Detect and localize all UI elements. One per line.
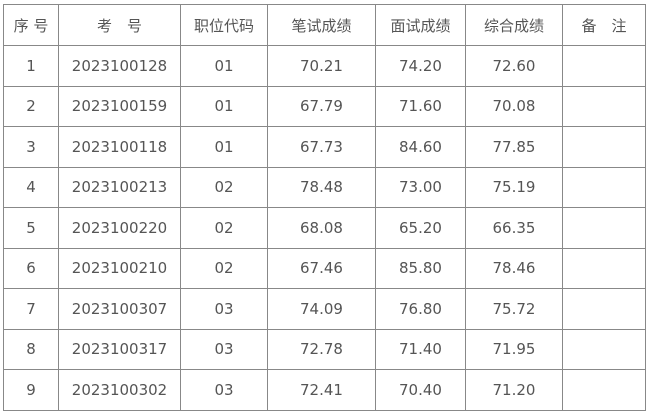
cell-written-score: 67.73 [267, 126, 376, 168]
header-position-code: 职位代码 [180, 4, 268, 46]
table-row: 5 2023100220 02 68.08 65.20 66.35 [3, 207, 646, 249]
cell-total-score: 78.46 [465, 247, 563, 289]
header-total-score: 综合成绩 [465, 4, 563, 46]
cell-total-score: 72.60 [465, 45, 563, 87]
header-interview-score: 面试成绩 [375, 4, 466, 46]
cell-interview-score: 76.80 [375, 288, 466, 330]
cell-total-score: 66.35 [465, 207, 563, 249]
table-row: 8 2023100317 03 72.78 71.40 71.95 [3, 328, 646, 370]
cell-total-score: 71.20 [465, 369, 563, 411]
cell-seq: 3 [3, 126, 59, 168]
table-row: 1 2023100128 01 70.21 74.20 72.60 [3, 45, 646, 87]
cell-exam-number: 2023100159 [58, 85, 181, 127]
cell-seq: 1 [3, 45, 59, 87]
cell-remarks [562, 328, 646, 370]
cell-written-score: 70.21 [267, 45, 376, 87]
cell-total-score: 77.85 [465, 126, 563, 168]
table-row: 2 2023100159 01 67.79 71.60 70.08 [3, 85, 646, 127]
cell-exam-number: 2023100128 [58, 45, 181, 87]
cell-interview-score: 74.20 [375, 45, 466, 87]
cell-remarks [562, 166, 646, 208]
cell-exam-number: 2023100302 [58, 369, 181, 411]
cell-seq: 2 [3, 85, 59, 127]
cell-total-score: 75.19 [465, 166, 563, 208]
cell-seq: 6 [3, 247, 59, 289]
cell-interview-score: 65.20 [375, 207, 466, 249]
cell-remarks [562, 247, 646, 289]
header-remarks: 备 注 [562, 4, 646, 46]
cell-exam-number: 2023100213 [58, 166, 181, 208]
cell-position-code: 01 [180, 126, 268, 168]
cell-exam-number: 2023100118 [58, 126, 181, 168]
cell-written-score: 72.78 [267, 328, 376, 370]
table-row: 9 2023100302 03 72.41 70.40 71.20 [3, 369, 646, 411]
cell-interview-score: 71.40 [375, 328, 466, 370]
cell-exam-number: 2023100220 [58, 207, 181, 249]
cell-written-score: 68.08 [267, 207, 376, 249]
cell-exam-number: 2023100210 [58, 247, 181, 289]
cell-position-code: 03 [180, 328, 268, 370]
cell-written-score: 78.48 [267, 166, 376, 208]
table-row: 3 2023100118 01 67.73 84.60 77.85 [3, 126, 646, 168]
cell-written-score: 72.41 [267, 369, 376, 411]
cell-seq: 4 [3, 166, 59, 208]
header-exam-number: 考 号 [58, 4, 181, 46]
cell-remarks [562, 45, 646, 87]
cell-position-code: 02 [180, 247, 268, 289]
cell-written-score: 67.79 [267, 85, 376, 127]
table-row: 7 2023100307 03 74.09 76.80 75.72 [3, 288, 646, 330]
cell-total-score: 70.08 [465, 85, 563, 127]
table-row: 4 2023100213 02 78.48 73.00 75.19 [3, 166, 646, 208]
cell-position-code: 03 [180, 369, 268, 411]
cell-seq: 9 [3, 369, 59, 411]
cell-position-code: 02 [180, 207, 268, 249]
cell-written-score: 67.46 [267, 247, 376, 289]
cell-exam-number: 2023100307 [58, 288, 181, 330]
header-row: 序 号考 号职位代码 笔试成绩 面试成绩 综合成绩备 注 [3, 4, 646, 46]
cell-interview-score: 71.60 [375, 85, 466, 127]
cell-position-code: 01 [180, 85, 268, 127]
cell-total-score: 75.72 [465, 288, 563, 330]
cell-remarks [562, 126, 646, 168]
cell-seq: 5 [3, 207, 59, 249]
score-table: 序 号考 号职位代码 笔试成绩 面试成绩 综合成绩备 注 1 2023100128 01 7… [3, 4, 646, 411]
cell-position-code: 03 [180, 288, 268, 330]
cell-written-score: 74.09 [267, 288, 376, 330]
cell-seq: 8 [3, 328, 59, 370]
table-row: 6 2023100210 02 67.46 85.80 78.46 [3, 247, 646, 289]
cell-total-score: 71.95 [465, 328, 563, 370]
header-written-score: 笔试成绩 [267, 4, 376, 46]
cell-interview-score: 73.00 [375, 166, 466, 208]
cell-exam-number: 2023100317 [58, 328, 181, 370]
cell-remarks [562, 207, 646, 249]
cell-interview-score: 84.60 [375, 126, 466, 168]
cell-interview-score: 70.40 [375, 369, 466, 411]
cell-remarks [562, 288, 646, 330]
cell-position-code: 02 [180, 166, 268, 208]
cell-remarks [562, 85, 646, 127]
header-seq: 序 号 [3, 4, 59, 46]
cell-seq: 7 [3, 288, 59, 330]
cell-remarks [562, 369, 646, 411]
cell-interview-score: 85.80 [375, 247, 466, 289]
cell-position-code: 01 [180, 45, 268, 87]
